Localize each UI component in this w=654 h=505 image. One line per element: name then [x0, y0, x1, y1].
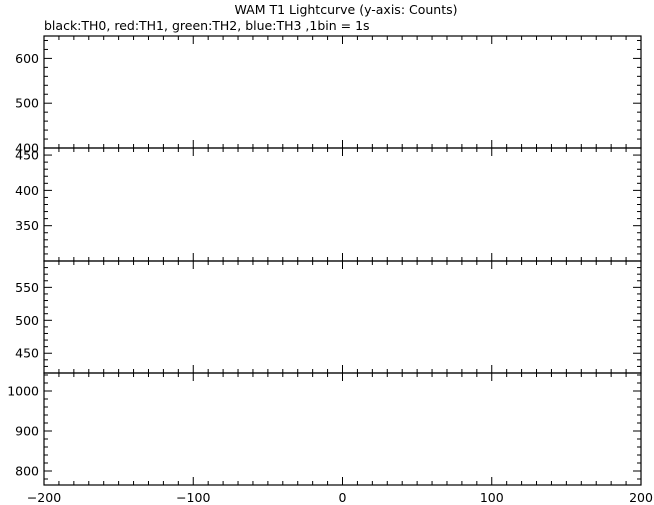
x-tick-label: 200 [629, 490, 653, 505]
x-tick-label: −100 [176, 490, 210, 505]
panel-frame-4 [43, 372, 642, 486]
panel-4: 800 900 1000 [7, 372, 642, 486]
y-tick-label: 450 [15, 346, 39, 361]
y-tick-label: 500 [15, 313, 39, 328]
y-tick-label: 450 [15, 148, 39, 163]
y-tick-label: 900 [15, 424, 39, 439]
panel-frame-2 [43, 147, 642, 262]
x-axis: −200 −100 0 100 200 [27, 490, 653, 505]
panel-frame-1 [43, 35, 642, 149]
panel-frame-3 [43, 260, 642, 374]
y-tick-label: 600 [15, 51, 39, 66]
y-tick-label: 350 [15, 218, 39, 233]
y-tick-label: 500 [15, 96, 39, 111]
y-tick-label: 400 [15, 141, 39, 156]
panel-1: 400 500 600 [15, 35, 642, 156]
chart-subtitle: black:TH0, red:TH1, green:TH2, blue:TH3 … [44, 18, 370, 33]
x-tick-label: −200 [27, 490, 61, 505]
panel-2: 350 400 450 [15, 147, 642, 262]
y-tick-label: 800 [15, 464, 39, 479]
panel-3: 450 500 550 [15, 260, 642, 374]
chart-title: WAM T1 Lightcurve (y-axis: Counts) [234, 2, 457, 17]
y-tick-label: 1000 [7, 384, 39, 399]
x-tick-label: 0 [339, 490, 347, 505]
y-tick-label: 550 [15, 280, 39, 295]
x-tick-label: 100 [480, 490, 504, 505]
y-tick-label: 400 [15, 183, 39, 198]
